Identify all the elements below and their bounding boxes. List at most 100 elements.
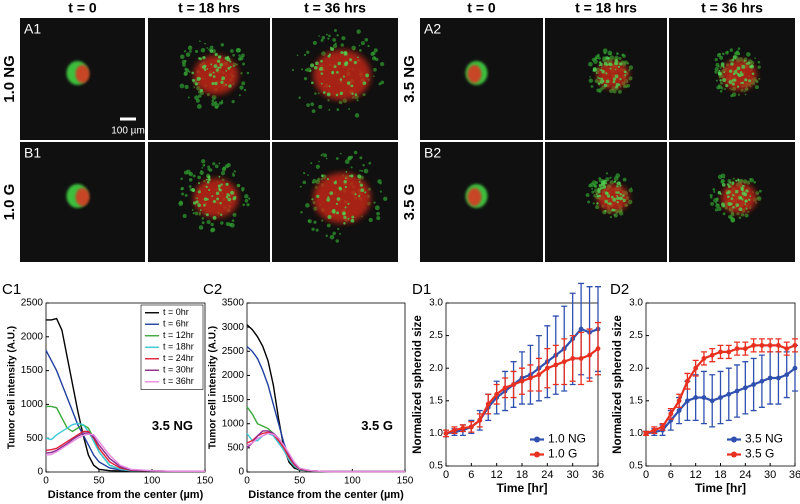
marker <box>751 342 757 348</box>
cell-speck <box>214 100 218 104</box>
cell-speck <box>596 194 600 198</box>
microscopy-image <box>20 142 145 262</box>
cell-speck <box>199 88 204 93</box>
cell-speck <box>196 104 202 109</box>
cell-speck <box>310 102 315 107</box>
microscopy-image <box>545 142 667 262</box>
cell-speck <box>622 198 626 203</box>
cell-speck <box>608 62 612 66</box>
cell-speck <box>215 191 220 196</box>
scale-bar-label: 100 µm <box>111 126 145 137</box>
cell-speck <box>242 62 246 66</box>
cell-speck <box>720 178 725 183</box>
legend-label: t = 18hr <box>163 342 194 352</box>
column-header: t = 18 hrs <box>178 0 240 16</box>
cell-speck <box>374 205 380 211</box>
cell-speck <box>378 82 382 86</box>
marker <box>767 342 773 348</box>
cell-speck <box>305 203 310 208</box>
column-header: t = 18 hrs <box>575 0 637 16</box>
marker <box>684 378 690 384</box>
cell-speck <box>303 172 306 175</box>
cell-speck <box>719 79 722 82</box>
cell-speck <box>605 191 609 195</box>
cell-speck <box>615 173 621 178</box>
cell-speck <box>595 181 599 185</box>
cell-speck <box>379 190 383 193</box>
cell-speck <box>739 196 743 200</box>
marker <box>792 342 798 348</box>
cell-speck <box>721 52 725 56</box>
cell-speck <box>199 40 201 43</box>
cell-speck <box>368 161 372 165</box>
cell-speck <box>217 66 220 69</box>
cell-speck <box>358 44 361 47</box>
legend-label: t = 12hr <box>163 330 194 340</box>
cell-speck <box>218 162 221 165</box>
cell-speck <box>326 178 329 181</box>
cell-speck <box>603 51 607 55</box>
cell-speck <box>588 61 593 67</box>
cell-speck <box>214 81 218 86</box>
x-tick-label: 12 <box>690 469 702 481</box>
marker <box>660 424 665 430</box>
cell-speck <box>206 198 209 201</box>
cell-speck <box>744 203 747 206</box>
x-tick-label: 150 <box>197 476 214 487</box>
cell-speck <box>182 63 186 67</box>
cell-speck <box>360 41 365 46</box>
cell-speck <box>613 213 617 217</box>
x-axis-label: Time [hr] <box>695 481 746 495</box>
cell-speck <box>744 93 747 96</box>
series-line <box>45 433 205 473</box>
cell-speck <box>730 218 736 223</box>
cell-speck <box>194 95 199 100</box>
cell-speck <box>732 55 737 60</box>
y-tick-label: 1500 <box>21 365 44 376</box>
cell-speck <box>302 180 307 185</box>
cell-speck <box>323 153 327 158</box>
cell-speck <box>192 174 196 178</box>
cell-speck <box>726 191 730 195</box>
cell-speck <box>356 29 361 34</box>
cell-speck <box>325 157 328 160</box>
marker <box>536 372 542 378</box>
cell-speck <box>746 180 751 185</box>
microscopy-image <box>545 18 667 140</box>
cell-speck <box>348 108 351 110</box>
cell-speck <box>336 197 341 201</box>
cell-speck <box>740 186 744 190</box>
cell-speck <box>719 67 722 69</box>
cell-speck <box>741 184 745 188</box>
cell-speck <box>332 43 338 49</box>
cell-speck <box>225 182 229 186</box>
cell-speck <box>199 209 202 212</box>
marker <box>709 398 715 404</box>
marker <box>701 356 707 361</box>
cell-speck <box>605 63 609 66</box>
cell-speck <box>191 71 194 75</box>
cell-speck <box>321 219 324 222</box>
cell-speck <box>622 85 626 88</box>
cell-speck <box>231 219 235 222</box>
cell-speck <box>601 69 605 74</box>
cell-speck <box>353 150 358 155</box>
marker <box>734 346 740 352</box>
x-tick-label: 50 <box>294 476 306 487</box>
marker <box>668 411 674 417</box>
cell-speck <box>736 85 740 88</box>
cell-speck <box>714 208 719 212</box>
cell-speck <box>185 169 191 175</box>
cell-speck <box>320 82 323 85</box>
cell-speck <box>746 52 751 57</box>
cell-speck <box>220 80 224 84</box>
cell-speck <box>334 29 337 32</box>
cell-speck <box>211 95 217 100</box>
cell-speck <box>328 108 331 111</box>
microscopy-image <box>148 18 270 140</box>
cell-speck <box>225 84 227 86</box>
cell-speck <box>203 64 207 68</box>
panel-label: A2 <box>424 21 441 37</box>
cell-speck <box>205 213 209 217</box>
cell-speck <box>598 177 602 180</box>
